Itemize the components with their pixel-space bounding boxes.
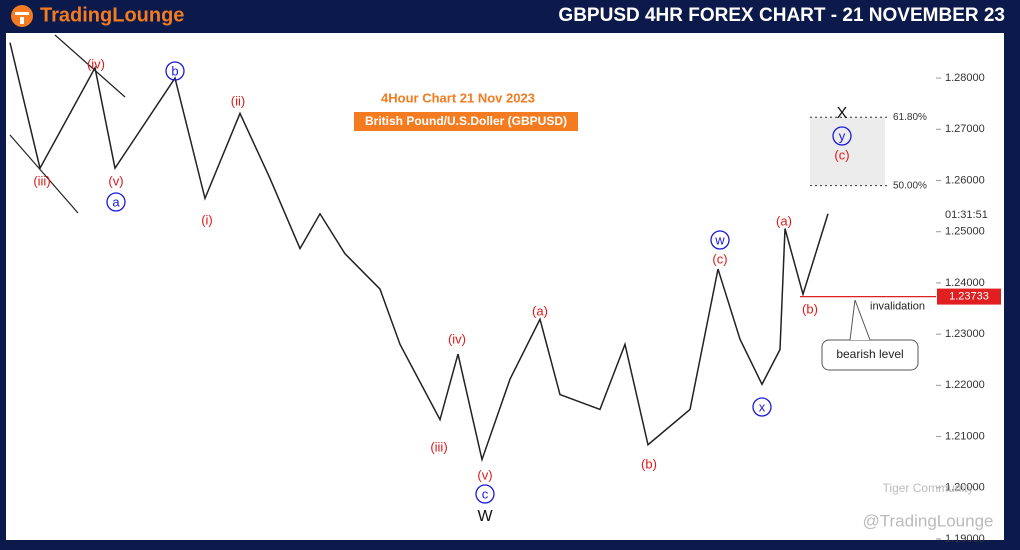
wave-label: w	[714, 232, 725, 247]
invalidation-label: invalidation	[870, 300, 925, 312]
wave-label: (a)	[776, 213, 792, 228]
fib-label: 50.00%	[893, 180, 927, 191]
instrument: British Pound/U.S.Doller (GBPUSD)	[365, 114, 567, 128]
wave-label: (iii)	[33, 173, 50, 188]
wave-label: (i)	[201, 212, 213, 227]
wave-circle	[106, 192, 126, 212]
y-tick-label: 1.19000	[945, 533, 985, 545]
wave-label: (iv)	[87, 56, 105, 71]
y-tick-label: 1.24000	[945, 277, 985, 289]
header-title: GBPUSD 4HR FOREX CHART - 21 NOVEMBER 23	[558, 5, 1005, 26]
y-tick-label: 1.28000	[945, 72, 985, 84]
wave-label: (b)	[802, 301, 818, 316]
instrument-badge	[354, 112, 578, 131]
logo-icon	[20, 17, 24, 24]
wave-label: (v)	[477, 467, 492, 482]
plot-area	[6, 33, 1004, 540]
y-tick-label: 1.25000	[945, 226, 985, 238]
wave-label: b	[171, 63, 178, 78]
price-badge-label: 1.23733	[949, 290, 989, 302]
trendline	[54, 34, 126, 98]
wave-label: a	[112, 194, 120, 209]
callout-pointer	[849, 299, 871, 341]
trendline	[9, 134, 79, 214]
y-tick-label: 1.26000	[945, 174, 985, 186]
logo-icon	[11, 5, 33, 27]
wave-circle	[832, 126, 852, 146]
wave-label: (iv)	[448, 331, 466, 346]
price-line	[9, 42, 829, 463]
logo-icon	[15, 12, 29, 15]
y-tick-label: 1.27000	[945, 123, 985, 135]
y-tick-label: 1.23000	[945, 328, 985, 340]
wave-label: (ii)	[231, 93, 245, 108]
wave-label: c	[482, 486, 489, 501]
price-badge	[937, 288, 1001, 305]
wave-circle	[165, 61, 185, 81]
wave-label: X	[837, 105, 848, 122]
watermark: Tiger Community	[883, 481, 974, 495]
wave-label: (a)	[532, 303, 548, 318]
subtitle: 4Hour Chart 21 Nov 2023	[381, 90, 535, 105]
wave-circle	[710, 230, 730, 250]
wave-label: (v)	[108, 173, 123, 188]
wave-label: W	[477, 508, 493, 525]
callout: bearish level	[836, 347, 903, 361]
wave-circle	[475, 484, 495, 504]
wave-label: (iii)	[430, 439, 447, 454]
wave-label: y	[839, 128, 846, 143]
wave-label: (c)	[834, 147, 849, 162]
countdown: 01:31:51	[945, 209, 988, 221]
watermark: @TradingLounge	[863, 511, 994, 530]
wave-label: x	[759, 399, 766, 414]
y-tick-label: 1.20000	[945, 482, 985, 494]
wave-label: (c)	[712, 251, 727, 266]
wave-label: (b)	[641, 456, 657, 471]
wave-circle	[752, 397, 772, 417]
logo: TradingLounge	[40, 4, 184, 26]
fib-label: 61.80%	[893, 112, 927, 123]
y-tick-label: 1.21000	[945, 430, 985, 442]
y-tick-label: 1.22000	[945, 379, 985, 391]
